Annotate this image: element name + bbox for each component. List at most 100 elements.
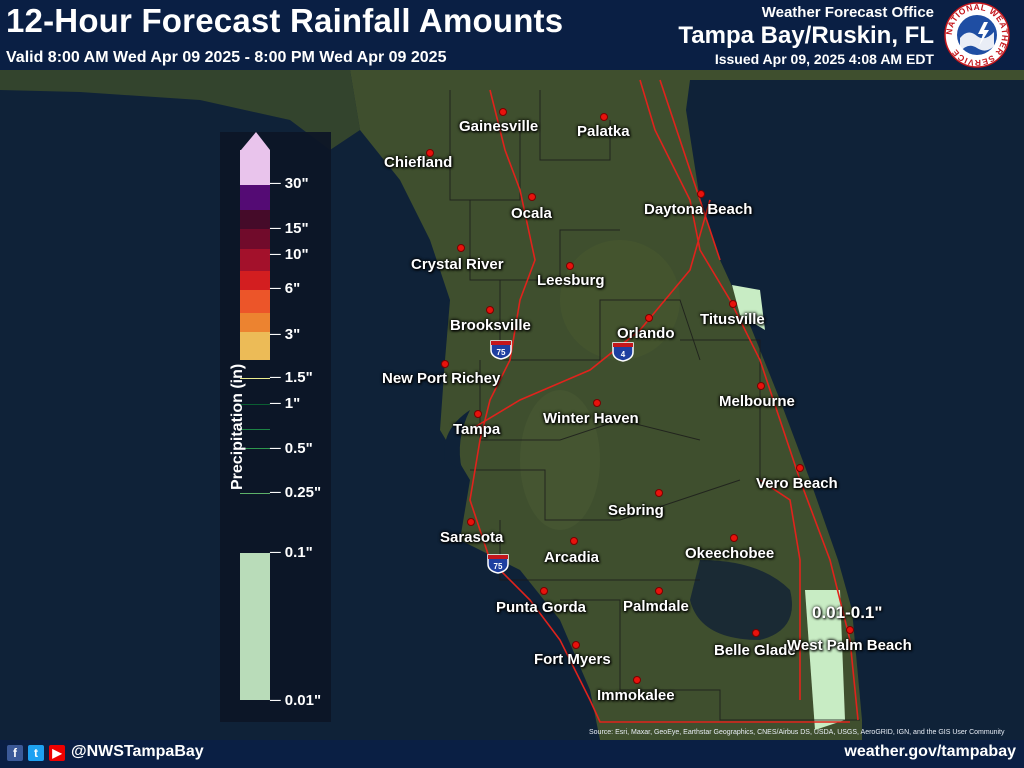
lake-okeechobee [690, 560, 792, 640]
map-attribution: Source: Esri, Maxar, GeoEye, Earthstar G… [589, 729, 1005, 736]
city-marker-icon [540, 587, 548, 595]
legend-tick-label: ─ 3" [270, 326, 301, 343]
florida-landmass [350, 70, 1024, 740]
legend-color-band [240, 313, 270, 332]
website-link[interactable]: weather.gov/tampabay [844, 743, 1016, 760]
map-title: 12-Hour Forecast Rainfall Amounts [6, 2, 564, 39]
city-label: Belle Glade [714, 642, 796, 659]
legend-cap [241, 132, 270, 150]
city-label: Sarasota [440, 529, 504, 546]
interstate-75-shield-icon: 75 [490, 340, 512, 360]
city-label: Ocala [511, 205, 552, 222]
interstate-75-south-shield-icon: 75 [487, 554, 509, 574]
facebook-icon[interactable]: f [7, 745, 23, 761]
city-label: New Port Richey [382, 370, 501, 387]
city-label: Crystal River [411, 256, 504, 273]
city-marker-icon [426, 149, 434, 157]
city-marker-icon [846, 626, 854, 634]
legend-color-band [240, 210, 270, 229]
legend-color-band [240, 553, 270, 700]
footer-bar: f t ▶ @NWSTampaBay weather.gov/tampabay [0, 740, 1024, 768]
legend-color-band [240, 493, 270, 494]
issued-time: Issued Apr 09, 2025 4:08 AM EDT [714, 51, 934, 67]
twitter-icon[interactable]: t [28, 745, 44, 761]
legend-color-band [240, 290, 270, 313]
interstate-4-shield-icon: 4 [612, 342, 634, 362]
city-marker-icon [752, 629, 760, 637]
city-marker-icon [593, 399, 601, 407]
city-label: Chiefland [384, 154, 453, 171]
city-marker-icon [486, 306, 494, 314]
city-label: Fort Myers [534, 651, 611, 668]
city-marker-icon [600, 113, 608, 121]
legend-color-band [240, 429, 270, 430]
city-label: Sebring [608, 502, 664, 519]
city-label: Immokalee [597, 687, 675, 704]
city-marker-icon [645, 314, 653, 322]
city-label: Orlando [617, 325, 675, 342]
legend-tick-label: ─ 30" [270, 175, 309, 192]
city-marker-icon [796, 464, 804, 472]
legend-color-band [240, 150, 270, 185]
city-label: Titusville [700, 311, 765, 328]
legend-tick-label: ─ 1.5" [270, 369, 313, 386]
legend-color-band [240, 271, 270, 290]
legend-color-band [240, 229, 270, 249]
legend-tick-label: ─ 10" [270, 246, 309, 263]
city-label: Melbourne [719, 393, 795, 410]
city-label: Palmdale [623, 598, 689, 615]
city-marker-icon [441, 360, 449, 368]
legend-tick-label: ─ 0.5" [270, 440, 313, 457]
nws-logo-icon[interactable]: NATIONAL WEATHER SERVICE [944, 2, 1010, 68]
city-label: Punta Gorda [496, 599, 587, 616]
legend-tick-label: ─ 6" [270, 280, 301, 297]
svg-text:75: 75 [494, 562, 503, 571]
city-marker-icon [757, 382, 765, 390]
forecast-map[interactable]: 75 4 75 Gainesville Palatka Chiefland Ocala… [0, 70, 1024, 740]
social-handle[interactable]: @NWSTampaBay [71, 743, 204, 760]
city-marker-icon [655, 587, 663, 595]
legend-color-band [240, 332, 270, 360]
legend-color-band [240, 378, 270, 379]
city-marker-icon [633, 676, 641, 684]
city-label: Vero Beach [756, 475, 838, 492]
legend-tick-label: ─ 15" [270, 220, 309, 237]
city-label: Leesburg [537, 272, 605, 289]
county-lines [449, 90, 860, 721]
city-label: Gainesville [459, 118, 539, 135]
legend-tick-label: ─ 0.25" [270, 484, 322, 501]
legend-color-band [240, 448, 270, 449]
legend-tick-label: ─ 0.01" [270, 692, 322, 709]
city-marker-icon [528, 193, 536, 201]
city-marker-icon [730, 534, 738, 542]
city-marker-icon [467, 518, 475, 526]
valid-period: Valid 8:00 AM Wed Apr 09 2025 - 8:00 PM … [6, 49, 447, 66]
city-label: Arcadia [544, 549, 600, 566]
city-marker-icon [697, 190, 705, 198]
svg-text:75: 75 [497, 348, 506, 357]
city-marker-icon [499, 108, 507, 116]
tampa-bay [444, 410, 470, 470]
city-marker-icon [729, 300, 737, 308]
city-label: Winter Haven [543, 410, 639, 427]
youtube-icon[interactable]: ▶ [49, 745, 65, 761]
city-label: Okeechobee [685, 545, 775, 562]
city-label: Palatka [577, 123, 630, 140]
city-marker-icon [566, 262, 574, 270]
city-marker-icon [655, 489, 663, 497]
legend-color-band [240, 185, 270, 210]
city-marker-icon [457, 244, 465, 252]
legend-tick-label: ─ 0.1" [270, 544, 313, 561]
city-marker-icon [570, 537, 578, 545]
city-label: West Palm Beach [787, 637, 912, 654]
city-marker-icon [572, 641, 580, 649]
header-bar: 12-Hour Forecast Rainfall Amounts Valid … [0, 0, 1024, 70]
rain-area-west-palm-beach [805, 590, 845, 730]
office-label: Weather Forecast Office [761, 4, 934, 21]
legend-color-band [240, 404, 270, 405]
legend-colorbar [240, 132, 270, 700]
rainfall-annotation: 0.01-0.1" [812, 603, 883, 622]
precipitation-legend [220, 132, 331, 722]
city-label: Tampa [453, 421, 501, 438]
rain-area-titusville [732, 285, 765, 330]
